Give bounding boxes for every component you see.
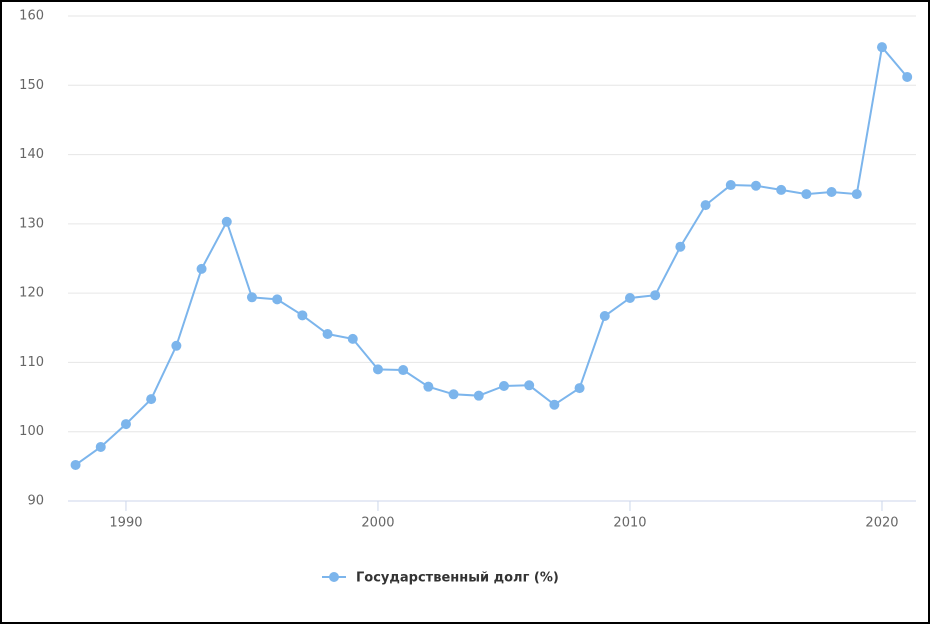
point: [221, 216, 232, 227]
x-tick-label: 2000: [361, 516, 394, 531]
point: [70, 459, 81, 470]
point: [624, 292, 635, 303]
point: [599, 311, 610, 322]
point: [675, 241, 686, 252]
point: [524, 380, 535, 391]
point: [120, 419, 131, 430]
y-tick-label: 90: [27, 494, 44, 509]
x-tick-label: 1990: [109, 516, 142, 531]
y-tick-label: 100: [19, 424, 44, 439]
legend-marker: [329, 572, 339, 582]
point: [902, 71, 913, 82]
y-tick-label: 120: [19, 286, 44, 301]
line: [74, 44, 908, 466]
point: [801, 189, 812, 200]
point: [347, 333, 358, 344]
legend-label: Государственный долг (%): [356, 571, 559, 586]
point: [272, 294, 283, 305]
y-tick-label: 160: [19, 9, 44, 24]
point: [498, 380, 509, 391]
y-tick-label: 110: [19, 355, 44, 370]
point: [322, 329, 333, 340]
point: [700, 200, 711, 211]
point: [171, 340, 182, 351]
point: [95, 441, 106, 452]
point: [826, 186, 837, 197]
point: [750, 180, 761, 191]
point: [851, 189, 862, 200]
point: [196, 263, 207, 274]
point: [146, 394, 157, 405]
point: [473, 390, 484, 401]
point: [448, 389, 459, 400]
point: [725, 180, 736, 191]
y-tick-label: 140: [19, 147, 44, 162]
point: [650, 290, 661, 301]
point: [372, 364, 383, 375]
point: [776, 184, 787, 195]
point: [574, 383, 585, 394]
point: [423, 381, 434, 392]
point: [876, 42, 887, 53]
point: [297, 310, 308, 321]
x-tick-label: 2010: [613, 516, 646, 531]
point: [549, 399, 560, 410]
x-tick-label: 2020: [865, 516, 898, 531]
y-tick-label: 130: [19, 216, 44, 231]
y-tick-label: 150: [19, 78, 44, 93]
point: [398, 365, 409, 376]
point: [246, 292, 257, 303]
